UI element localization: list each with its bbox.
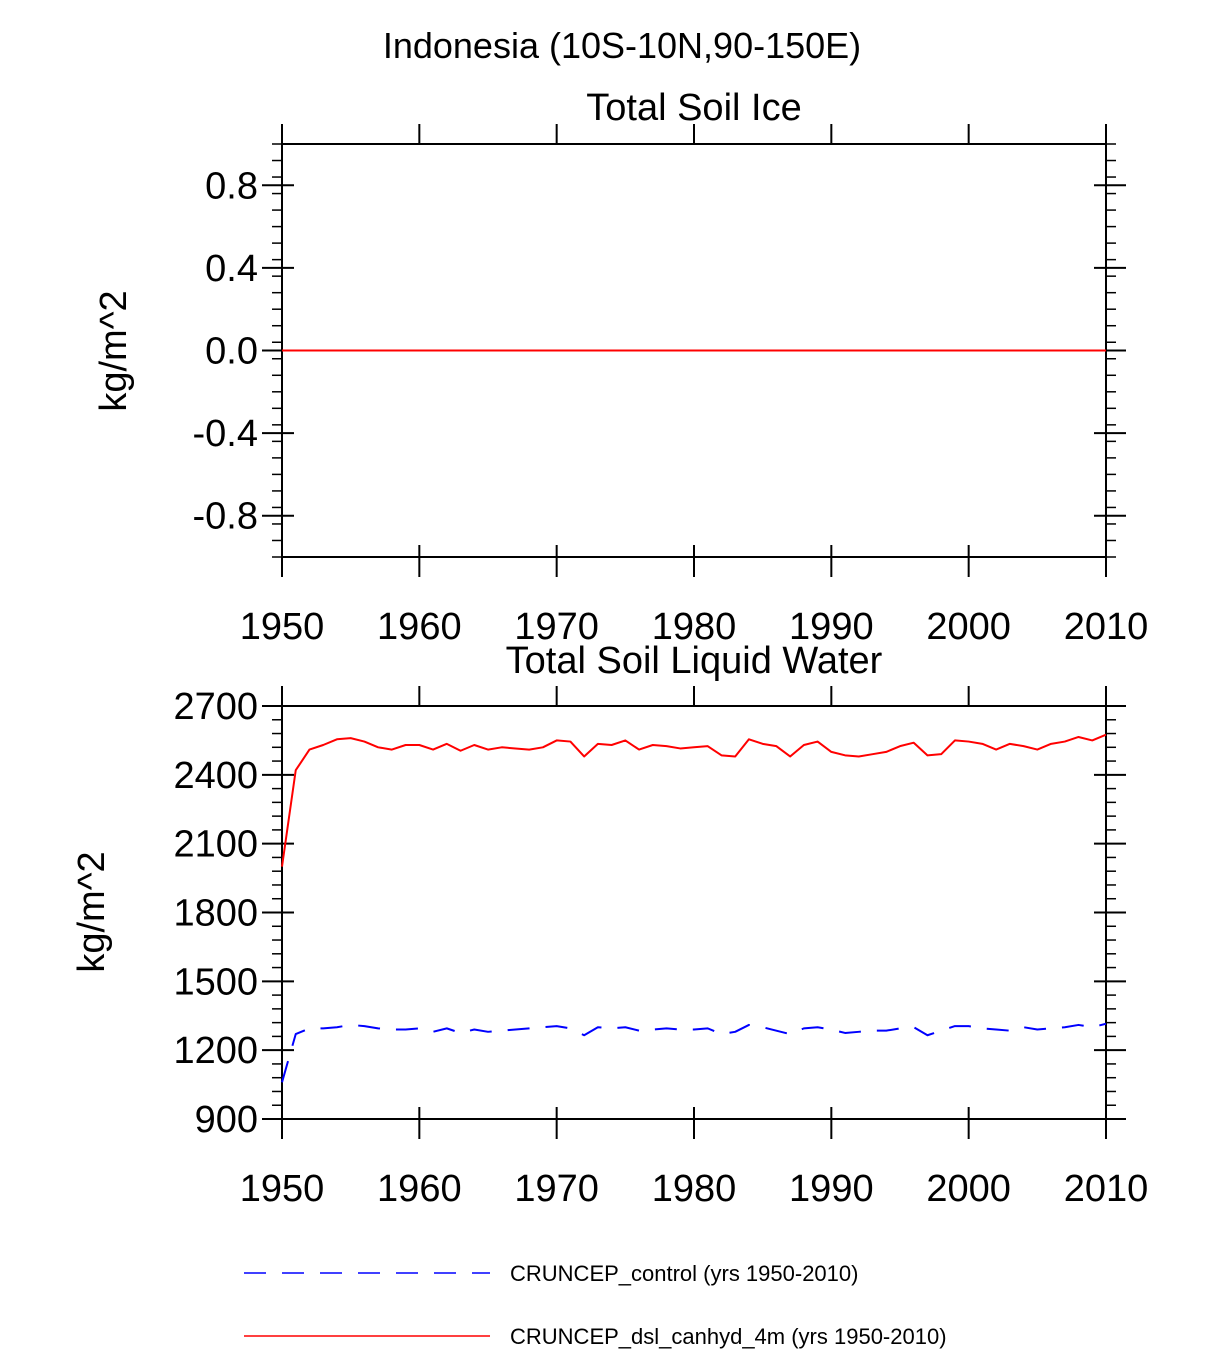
- y-tick-label: 2700: [173, 686, 258, 728]
- y-axis-label: kg/m^2: [93, 290, 135, 411]
- legend: CRUNCEP_control (yrs 1950-2010) CRUNCEP_…: [244, 1261, 947, 1349]
- x-tick-label: 1950: [240, 606, 325, 648]
- x-tick-label: 1970: [514, 1168, 599, 1210]
- y-tick-label: -0.4: [193, 413, 258, 455]
- x-tick-label: 2000: [926, 606, 1011, 648]
- figure-title: Indonesia (10S-10N,90-150E): [383, 25, 861, 66]
- y-tick-label: 1500: [173, 961, 258, 1003]
- x-tick-label: 1960: [377, 606, 462, 648]
- y-tick-label: 1800: [173, 893, 258, 935]
- series-line-control: [281, 1022, 1107, 1083]
- y-tick-label: 900: [195, 1099, 258, 1141]
- axis-ticks: 1950 1960 1970 1980 1990 2000 2010 -0.8 -0.4 0.0 0…: [193, 124, 1149, 648]
- legend-label-control: CRUNCEP_control (yrs 1950-2010): [510, 1261, 858, 1286]
- chart-panel-total-soil-ice: Total Soil Ice kg/m^2 1950 1960 1970 1980 19…: [93, 87, 1148, 648]
- y-tick-label: 0.4: [205, 248, 258, 290]
- y-tick-label: -0.8: [193, 496, 258, 538]
- x-tick-label: 1970: [514, 606, 599, 648]
- x-tick-label: 1990: [789, 606, 874, 648]
- panel-title: Total Soil Ice: [586, 87, 801, 129]
- series-line-canhyd: [281, 733, 1107, 867]
- x-tick-label: 1960: [377, 1168, 462, 1210]
- x-tick-label: 1980: [652, 1168, 737, 1210]
- y-tick-label: 2400: [173, 755, 258, 797]
- y-tick-label: 1200: [173, 1030, 258, 1072]
- x-tick-label: 2000: [926, 1168, 1011, 1210]
- axis-ticks: 1950 1960 1970 1980 1990 2000 2010 900 1200 1500 1…: [173, 686, 1148, 1210]
- x-tick-label: 1990: [789, 1168, 874, 1210]
- x-tick-label: 1980: [652, 606, 737, 648]
- panel-title: Total Soil Liquid Water: [506, 640, 883, 682]
- x-tick-label: 1950: [240, 1168, 325, 1210]
- chart-panel-total-soil-liquid-water: Total Soil Liquid Water kg/m^2 1950 1960 1…: [71, 640, 1148, 1210]
- x-tick-label: 2010: [1064, 1168, 1149, 1210]
- y-tick-label: 0.8: [205, 165, 258, 207]
- y-tick-label: 2100: [173, 824, 258, 866]
- legend-label-canhyd: CRUNCEP_dsl_canhyd_4m (yrs 1950-2010): [510, 1324, 947, 1349]
- y-axis-label: kg/m^2: [71, 851, 113, 972]
- y-tick-label: 0.0: [205, 331, 258, 373]
- x-tick-label: 2010: [1064, 606, 1149, 648]
- series-lines: [281, 733, 1107, 1083]
- plot-frame: [281, 705, 1107, 1120]
